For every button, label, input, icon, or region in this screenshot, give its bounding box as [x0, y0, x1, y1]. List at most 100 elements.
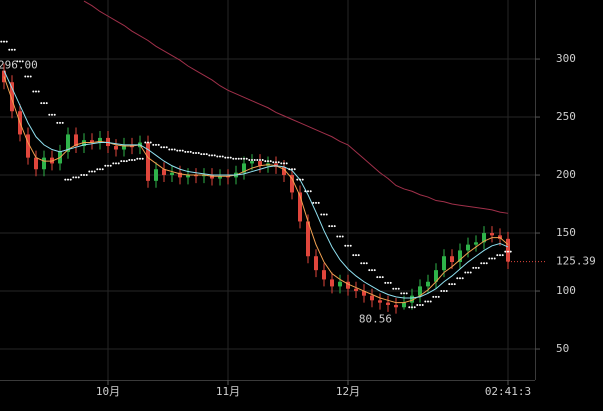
sar-dot	[51, 113, 53, 116]
sar-dot	[56, 121, 59, 124]
candle-body	[154, 169, 158, 181]
sar-dot	[493, 257, 496, 260]
sar-dot	[101, 168, 104, 171]
sar-dot	[416, 303, 419, 306]
sar-dot	[16, 60, 19, 63]
sar-dot	[179, 149, 181, 152]
sar-dot	[451, 283, 453, 286]
candle-body	[10, 82, 14, 112]
candle-body	[354, 288, 358, 292]
sar-dot	[427, 300, 429, 303]
sar-dot	[363, 262, 365, 265]
sar-dot	[237, 157, 240, 160]
sar-dot	[144, 141, 147, 144]
sar-dot	[221, 155, 224, 158]
sar-dot	[312, 201, 315, 204]
sar-dot	[499, 254, 501, 257]
sar-dot	[216, 155, 219, 158]
sar-dot	[83, 174, 85, 177]
sar-dot	[304, 190, 307, 193]
sar-dot	[264, 160, 267, 163]
candle-body	[466, 244, 470, 251]
candle-body	[66, 134, 70, 152]
y-tick-label: 100	[556, 284, 576, 297]
sar-dot	[163, 146, 165, 149]
sar-dot	[296, 178, 299, 181]
sar-dot	[3, 40, 5, 43]
sar-dot	[459, 277, 461, 280]
sar-dot	[293, 168, 296, 171]
sar-dot	[131, 158, 133, 161]
sar-dot	[208, 154, 211, 157]
sar-dot	[187, 150, 189, 153]
sar-dot	[88, 170, 91, 173]
candle-body	[362, 291, 366, 296]
sar-dot	[35, 90, 37, 93]
sar-dot	[291, 168, 293, 171]
low-label: 80.56	[359, 313, 392, 326]
y-tick-label: 250	[556, 110, 576, 123]
sar-dot	[429, 300, 432, 303]
candle-body	[490, 233, 494, 236]
sar-dot	[19, 60, 21, 63]
candle-body	[26, 134, 30, 158]
sar-dot	[21, 60, 24, 63]
sar-dot	[467, 271, 469, 274]
sar-dot	[277, 161, 280, 164]
sar-dot	[99, 168, 101, 171]
sar-dot	[432, 295, 435, 298]
sar-dot	[469, 271, 472, 274]
sar-dot	[240, 157, 243, 160]
sar-dot	[384, 281, 387, 284]
sar-dot	[365, 262, 368, 265]
sar-dot	[301, 178, 304, 181]
sar-dot	[389, 281, 392, 284]
sar-dot	[339, 235, 341, 238]
sar-dot	[77, 176, 80, 179]
sar-dot	[405, 292, 408, 295]
sar-dot	[355, 254, 357, 257]
y-tick-label: 150	[556, 226, 576, 239]
sar-dot	[485, 262, 488, 265]
candle-body	[322, 270, 326, 280]
y-tick-label: 50	[556, 342, 569, 355]
candle-body	[258, 161, 262, 166]
sar-dot	[445, 290, 448, 293]
sar-dot	[72, 176, 75, 179]
sar-dot	[333, 225, 336, 228]
candle-body	[442, 256, 446, 271]
sar-dot	[320, 213, 323, 216]
sar-dot	[381, 276, 384, 279]
last-price-label: 125.39	[556, 255, 596, 268]
candle-body	[98, 137, 102, 143]
sar-dot	[11, 48, 13, 51]
sar-dot	[309, 190, 312, 193]
sar-dot	[285, 162, 288, 165]
candle-body	[298, 192, 302, 222]
sar-dot	[27, 75, 29, 78]
sar-dot	[195, 151, 197, 154]
sar-dot	[464, 271, 467, 274]
candle-body	[74, 134, 78, 147]
candle-body	[106, 137, 110, 147]
candle-body	[482, 233, 486, 243]
sar-dot	[155, 143, 157, 146]
candle-body	[90, 140, 94, 143]
sar-dot	[32, 90, 35, 93]
moving-average	[3, 70, 509, 299]
y-tick-label: 200	[556, 168, 576, 181]
candle-body	[226, 176, 230, 178]
candle-body	[34, 157, 38, 170]
sar-dot	[491, 257, 493, 260]
candle-body	[274, 163, 278, 167]
sar-dot	[272, 161, 275, 164]
y-tick-label: 300	[556, 52, 576, 65]
sar-dot	[224, 156, 227, 159]
sar-dot	[219, 155, 221, 158]
sar-dot	[488, 257, 491, 260]
candle-body	[50, 157, 54, 164]
sar-dot	[203, 153, 205, 156]
sar-dot	[259, 158, 261, 161]
candle-body	[434, 270, 438, 282]
